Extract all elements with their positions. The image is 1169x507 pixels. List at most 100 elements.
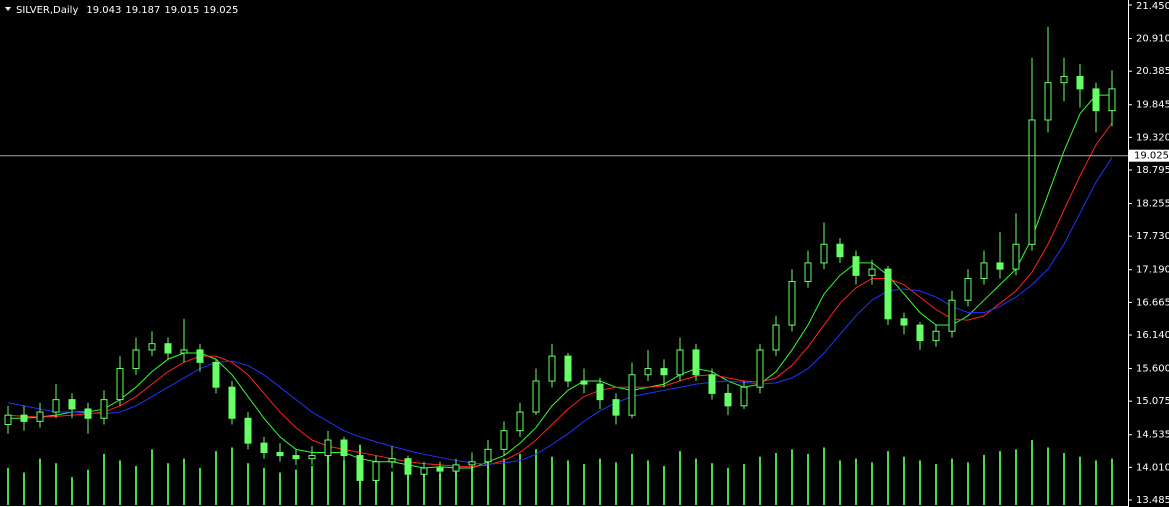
candle-body <box>340 439 348 457</box>
volume-bar <box>983 454 985 505</box>
candle-body <box>788 281 796 326</box>
volume-bar <box>407 464 409 505</box>
candle-body <box>36 411 44 422</box>
volume-bar <box>455 467 457 505</box>
volume-bar <box>599 458 601 505</box>
y-tick-label: 20.385 <box>1136 66 1169 77</box>
y-tick-label: 19.320 <box>1136 132 1169 143</box>
volume-bar <box>439 473 441 505</box>
y-tick-label: 17.190 <box>1136 265 1169 276</box>
volume-bar <box>7 467 9 505</box>
candle-body <box>596 383 604 401</box>
candle-body <box>692 349 700 376</box>
volume-bar <box>679 451 681 505</box>
volume-bar <box>839 460 841 505</box>
volume-bar <box>1063 453 1065 505</box>
candle-body <box>388 458 396 463</box>
candle-body <box>772 324 780 351</box>
candle-body <box>324 439 332 457</box>
volume-bar <box>951 458 953 505</box>
volume-bar <box>103 453 105 505</box>
candle-body <box>1108 88 1116 112</box>
candle-body <box>932 330 940 342</box>
volume-bar <box>215 451 217 505</box>
volume-bar <box>903 456 905 505</box>
candle-body <box>836 243 844 258</box>
candle-body <box>852 256 860 276</box>
candle-body <box>532 380 540 413</box>
volume-bar <box>1015 449 1017 505</box>
candle-body <box>308 455 316 460</box>
candle-body <box>676 349 684 376</box>
candle-body <box>996 262 1004 270</box>
candle-body <box>436 467 444 472</box>
candle-body <box>548 355 556 382</box>
candle-body <box>724 392 732 407</box>
menu-triangle[interactable] <box>5 7 11 11</box>
volume-bar <box>727 467 729 505</box>
volume-bar <box>135 466 137 505</box>
candle-body <box>1092 88 1100 112</box>
volume-bar <box>1079 456 1081 505</box>
candle-body <box>660 368 668 376</box>
candle-body <box>868 268 876 276</box>
volume-bar <box>311 466 313 505</box>
candle-body <box>164 343 172 354</box>
candle-body <box>612 399 620 416</box>
volume-bar <box>919 460 921 505</box>
candle-body <box>980 262 988 279</box>
volume-bar <box>55 463 57 505</box>
candle-body <box>820 243 828 264</box>
y-tick-label: 16.140 <box>1136 330 1169 341</box>
symbol: SILVER,Daily <box>16 5 78 16</box>
volume-bar <box>647 460 649 505</box>
candle-body <box>1012 243 1020 270</box>
header-high: 19.187 <box>125 5 160 16</box>
volume-bar <box>295 469 297 505</box>
volume-bar <box>343 460 345 505</box>
candle-body <box>644 368 652 376</box>
candle-body <box>708 374 716 394</box>
candle-body <box>756 349 764 388</box>
volume-bar <box>567 460 569 505</box>
candle-body <box>628 374 636 416</box>
y-tick-label: 19.845 <box>1136 100 1169 111</box>
candle-body <box>964 277 972 301</box>
volume-bar <box>551 456 553 505</box>
header-open: 19.043 <box>86 5 121 16</box>
volume-bar <box>615 462 617 505</box>
candle-body <box>292 455 300 460</box>
candle-body <box>900 318 908 326</box>
candle-body <box>1060 75 1068 84</box>
candle-body <box>228 386 236 419</box>
volume-bar <box>535 449 537 505</box>
volume-bar <box>1111 458 1113 505</box>
volume-bar <box>711 463 713 505</box>
candle-body <box>500 430 508 450</box>
candle-body <box>212 361 220 388</box>
candle-body <box>132 349 140 370</box>
volume-bar <box>1047 447 1049 505</box>
y-tick-label: 18.255 <box>1136 199 1169 210</box>
candle-body <box>1044 82 1052 121</box>
volume-bar <box>487 462 489 505</box>
volume-bar <box>279 472 281 505</box>
candle-body <box>372 461 380 481</box>
volume-bar <box>423 469 425 505</box>
volume-bar <box>167 463 169 505</box>
candle-body <box>1028 119 1036 245</box>
candle-body <box>20 414 28 422</box>
candle-body <box>244 417 252 444</box>
header-low: 19.015 <box>164 5 199 16</box>
volume-bar <box>247 463 249 505</box>
header-close: 19.025 <box>203 5 238 16</box>
y-tick-label: 20.910 <box>1136 34 1169 45</box>
volume-bar <box>887 451 889 505</box>
volume-bar <box>503 458 505 505</box>
candle-body <box>916 324 924 342</box>
candle-body <box>68 399 76 410</box>
volume-bar <box>327 453 329 505</box>
volume-bar <box>471 466 473 505</box>
